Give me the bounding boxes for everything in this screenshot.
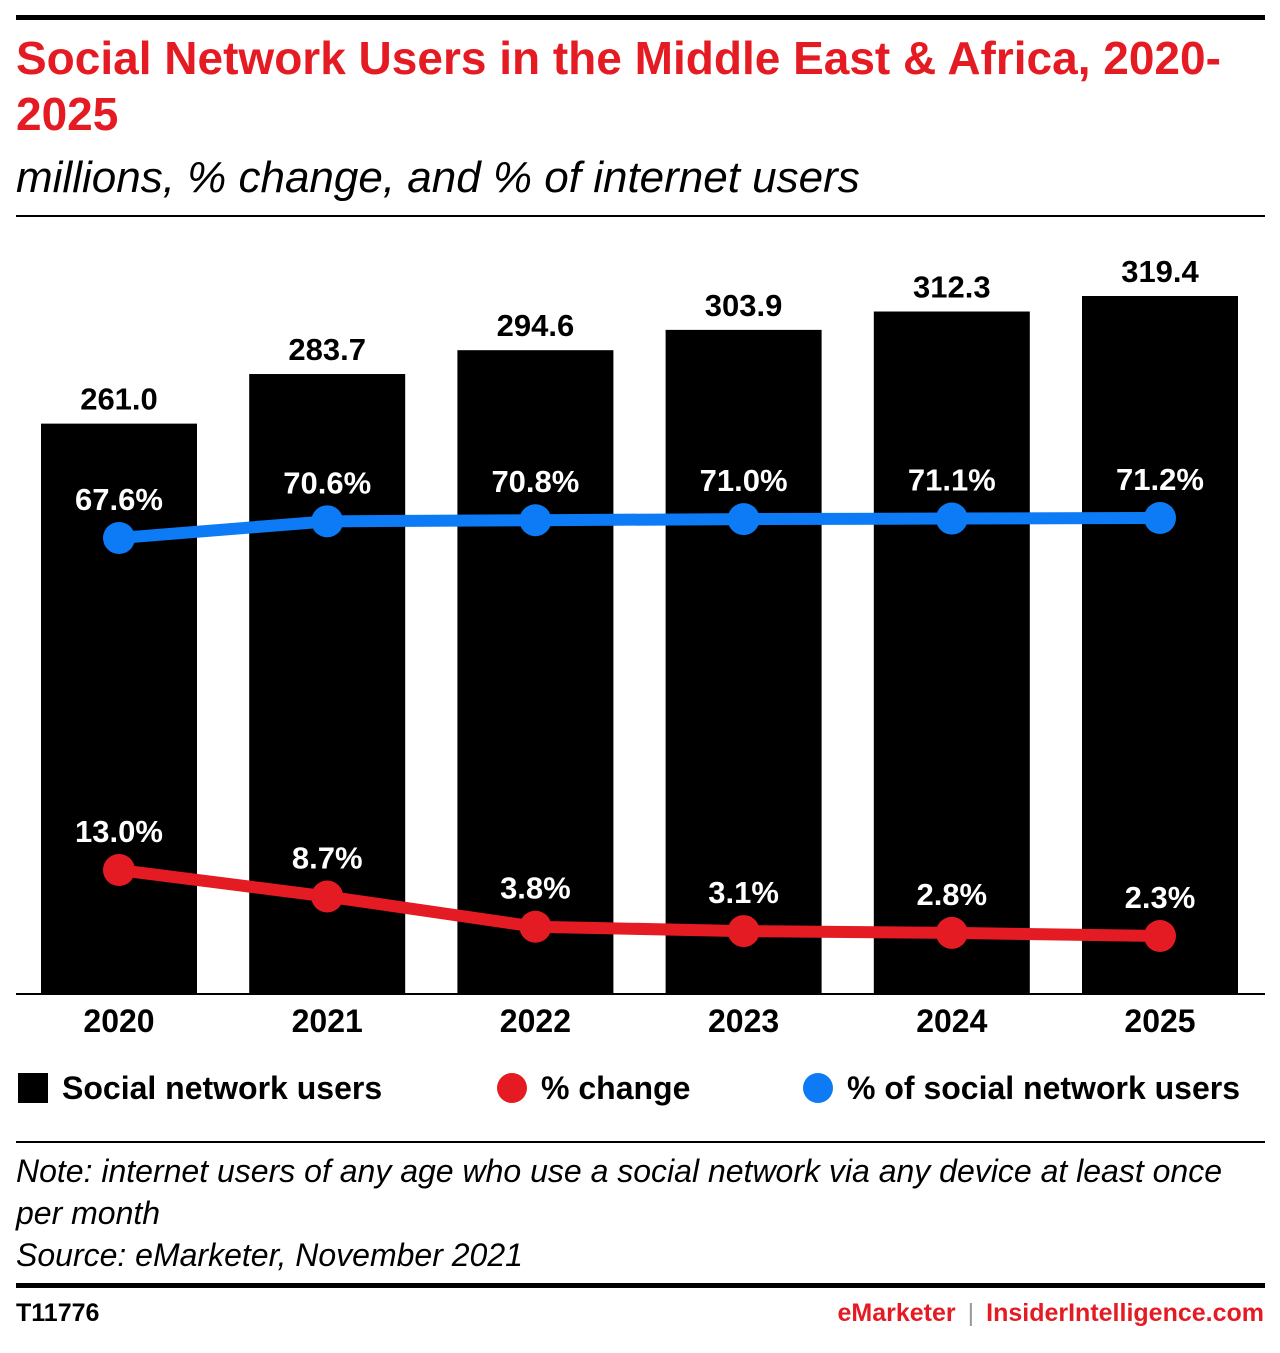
legend-item-change: % change: [497, 1068, 690, 1108]
legend-swatch-users: [18, 1073, 48, 1103]
legend-label-share: % of social network users: [847, 1070, 1241, 1106]
share-label-2022: 70.8%: [491, 464, 579, 499]
change-point-2025: [1144, 920, 1176, 952]
bar-value-label-2023: 303.9: [705, 288, 783, 323]
change-point-2022: [519, 910, 552, 943]
change-label-2023: 3.1%: [708, 875, 779, 910]
bar-value-label-2024: 312.3: [913, 270, 991, 305]
legend-dot-share: [803, 1073, 833, 1103]
top-rule: [16, 15, 1265, 20]
chart-id: T11776: [16, 1299, 100, 1327]
chart-subtitle: millions, % change, and % of internet us…: [16, 153, 860, 202]
bar-value-label-2022: 294.6: [497, 308, 575, 343]
footnote: Note: internet users of any age who use …: [16, 1153, 1223, 1231]
share-point-2020: [103, 522, 135, 554]
legend-item-share: % of social network users: [803, 1068, 1240, 1108]
change-label-2025: 2.3%: [1125, 880, 1196, 915]
legend-dot-change: [497, 1073, 527, 1103]
x-tick-label-2024: 2024: [916, 1003, 987, 1039]
share-point-2025: [1144, 502, 1176, 534]
share-label-2024: 71.1%: [908, 463, 996, 498]
legend-label-change: % change: [541, 1070, 691, 1106]
brand-separator: |: [967, 1299, 975, 1327]
bar-2020: [41, 423, 197, 995]
share-label-2023: 71.0%: [700, 463, 788, 498]
share-point-2022: [519, 504, 552, 537]
chart-title: Social Network Users in the Middle East …: [16, 32, 1221, 140]
chart-area: 261.0 283.7 294.6 303.9 312.3 319.4 2020 2021 20…: [16, 254, 1265, 1039]
bar-value-label-2025: 319.4: [1121, 254, 1199, 289]
footer-rule: [16, 1141, 1265, 1143]
x-tick-label-2021: 2021: [292, 1003, 363, 1039]
share-label-2025: 71.2%: [1116, 462, 1204, 497]
change-point-2021: [311, 880, 344, 913]
bar-value-label-2020: 261.0: [80, 382, 158, 417]
x-tick-label-2020: 2020: [83, 1003, 154, 1039]
bar-2023: [665, 329, 822, 994]
change-line: [113, 864, 1166, 942]
change-label-2020: 13.0%: [75, 814, 163, 849]
x-tick-label-2023: 2023: [708, 1003, 779, 1039]
change-label-2024: 2.8%: [916, 877, 987, 912]
legend-label-users: Social network users: [62, 1070, 383, 1106]
share-point-2021: [311, 505, 344, 538]
change-label-2022: 3.8%: [500, 871, 571, 906]
change-point-2023: [727, 915, 760, 948]
bar-2025: [1082, 296, 1238, 994]
bar-2024: [873, 311, 1030, 994]
share-label-2021: 70.6%: [283, 465, 371, 500]
share-point-2024: [935, 502, 968, 535]
change-point-2020: [103, 854, 135, 886]
share-point-2023: [727, 503, 760, 536]
change-point-2024: [935, 916, 968, 949]
share-label-2020: 67.6%: [75, 482, 163, 517]
legend: Social network users % change % of socia…: [0, 1068, 1280, 1108]
change-label-2021: 8.7%: [292, 841, 363, 876]
bar-2022: [457, 350, 614, 994]
bottom-rule: [16, 1283, 1265, 1288]
brand-credit: eMarketer | InsiderIntelligence.com: [838, 1298, 1265, 1328]
bar-value-label-2021: 283.7: [288, 332, 366, 367]
share-line: [113, 512, 1166, 544]
subtitle-rule: [16, 215, 1265, 217]
brand-insider-intelligence: InsiderIntelligence.com: [986, 1299, 1264, 1327]
source-note: Source: eMarketer, November 2021: [16, 1237, 523, 1273]
x-tick-label-2022: 2022: [500, 1003, 571, 1039]
brand-emarketer: eMarketer: [837, 1299, 956, 1327]
legend-item-users: Social network users: [18, 1068, 382, 1108]
x-tick-label-2025: 2025: [1124, 1003, 1195, 1039]
